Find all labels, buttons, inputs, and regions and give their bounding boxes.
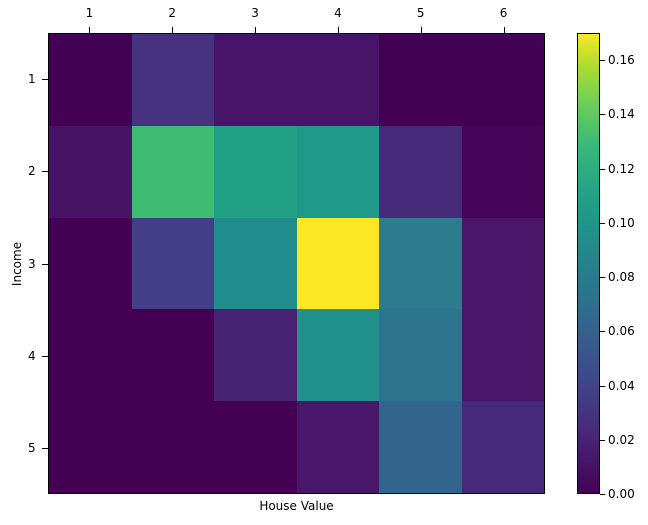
heatmap-cell: [131, 125, 214, 218]
heatmap-cell: [49, 125, 132, 218]
heatmap-cell: [296, 125, 379, 218]
heatmap-cell: [379, 217, 462, 310]
colorbar-tick-mark: [600, 440, 605, 441]
heatmap-plot-area: [48, 33, 545, 494]
colorbar-tick-label: 0.12: [608, 161, 635, 176]
y-tick-label: 2: [28, 164, 36, 179]
y-tick-mark: [42, 171, 48, 172]
colorbar-tick-mark: [600, 494, 605, 495]
heatmap-cell: [131, 217, 214, 310]
heatmap-cell: [296, 309, 379, 402]
colorbar-tick-mark: [600, 386, 605, 387]
heatmap-cell: [379, 34, 462, 126]
colorbar-tick-mark: [600, 114, 605, 115]
y-tick-mark: [42, 264, 48, 265]
heatmap-cell: [461, 401, 544, 493]
heatmap-cell: [131, 401, 214, 493]
heatmap-cell: [461, 309, 544, 402]
heatmap-cell: [214, 217, 297, 310]
colorbar-tick-label: 0.02: [608, 432, 635, 447]
x-tick-mark: [421, 27, 422, 33]
colorbar-tick-label: 0.00: [608, 487, 635, 501]
x-tick-label: 5: [416, 6, 425, 20]
colorbar-tick-label: 0.10: [608, 215, 635, 230]
y-tick-label: 5: [28, 440, 36, 455]
colorbar-tick-mark: [600, 223, 605, 224]
colorbar-tick-mark: [600, 277, 605, 278]
x-tick-mark: [338, 27, 339, 33]
y-tick-label: 3: [28, 256, 36, 271]
heatmap-cell: [49, 401, 132, 493]
y-tick-mark: [42, 356, 48, 357]
colorbar: [577, 33, 600, 494]
heatmap-cell: [296, 34, 379, 126]
y-tick-label: 1: [28, 72, 36, 87]
x-tick-mark: [172, 27, 173, 33]
heatmap-cell: [131, 34, 214, 126]
heatmap-cell: [49, 309, 132, 402]
heatmap-cell: [131, 309, 214, 402]
heatmap-cell: [461, 217, 544, 310]
colorbar-tick-label: 0.04: [608, 378, 635, 393]
heatmap-cell: [379, 401, 462, 493]
x-tick-label: 2: [168, 6, 177, 20]
x-tick-mark: [89, 27, 90, 33]
heatmap-cell: [296, 217, 379, 310]
colorbar-tick-label: 0.16: [608, 53, 635, 68]
x-tick-label: 6: [499, 6, 508, 20]
colorbar-tick-label: 0.06: [608, 324, 635, 339]
y-tick-label: 4: [28, 348, 36, 363]
heatmap-cell: [379, 125, 462, 218]
colorbar-tick-label: 0.08: [608, 270, 635, 285]
x-tick-label: 3: [251, 6, 259, 20]
x-tick-mark: [255, 27, 256, 33]
colorbar-tick-label: 0.14: [608, 107, 635, 122]
x-tick-label: 4: [334, 6, 342, 20]
y-tick-mark: [42, 448, 48, 449]
x-tick-mark: [504, 27, 505, 33]
heatmap-cell: [379, 309, 462, 402]
colorbar-tick-mark: [600, 331, 605, 332]
colorbar-tick-mark: [600, 60, 605, 61]
colorbar-tick-mark: [600, 169, 605, 170]
heatmap-cell: [214, 34, 297, 126]
y-tick-mark: [42, 79, 48, 80]
heatmap-cell: [461, 125, 544, 218]
x-axis-label: House Value: [259, 499, 334, 513]
y-axis-label: Income: [10, 241, 24, 287]
heatmap-cell: [214, 125, 297, 218]
heatmap-cell: [296, 401, 379, 493]
heatmap-cell: [214, 401, 297, 493]
heatmap-cell: [49, 34, 132, 126]
heatmap-cell: [461, 34, 544, 126]
heatmap-cell: [49, 217, 132, 310]
heatmap-cell: [214, 309, 297, 402]
x-tick-label: 1: [85, 6, 94, 20]
